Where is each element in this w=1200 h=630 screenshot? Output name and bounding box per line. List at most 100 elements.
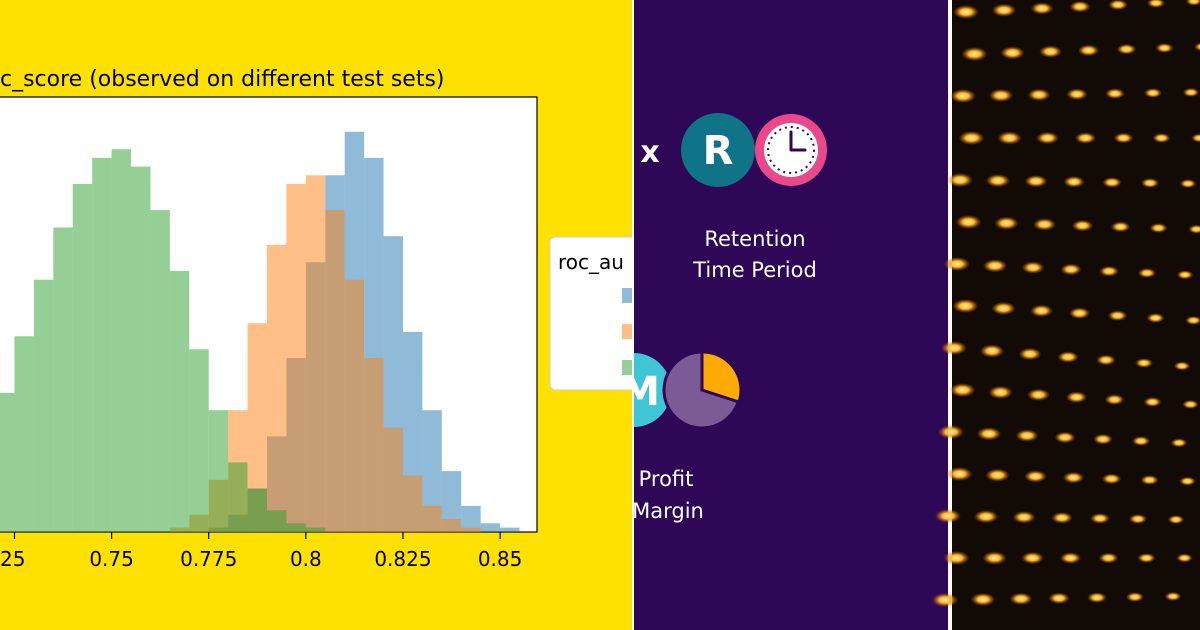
light-dot bbox=[949, 383, 976, 397]
light-dot bbox=[953, 5, 979, 19]
light-dot bbox=[1018, 347, 1042, 361]
light-dot bbox=[988, 385, 1013, 399]
x-tick-label: 0.85 bbox=[478, 547, 523, 571]
light-dot bbox=[1146, 313, 1165, 323]
light-dot bbox=[1176, 553, 1193, 563]
light-dot bbox=[946, 467, 973, 481]
divider bbox=[948, 0, 952, 630]
light-dot bbox=[1033, 218, 1056, 231]
x-tick-label: 0.825 bbox=[374, 547, 431, 571]
light-dot bbox=[1191, 133, 1200, 143]
multiplier: x bbox=[640, 135, 659, 170]
light-dot bbox=[1021, 551, 1044, 565]
light-dot bbox=[1182, 399, 1199, 409]
light-dot bbox=[1167, 515, 1185, 525]
light-dot bbox=[1054, 431, 1076, 444]
bar bbox=[169, 271, 190, 532]
light-dot bbox=[952, 299, 979, 313]
light-dot bbox=[982, 551, 1007, 565]
bar bbox=[461, 505, 481, 532]
light-dot bbox=[1173, 361, 1191, 371]
bar bbox=[33, 279, 54, 532]
bar bbox=[402, 475, 423, 532]
legend-title: roc_au bbox=[558, 250, 624, 274]
light-dot bbox=[982, 259, 1008, 273]
light-dot bbox=[1185, 315, 1200, 325]
x-tick-label: 25 bbox=[0, 547, 25, 571]
legend-swatch bbox=[622, 288, 632, 303]
legend-box bbox=[549, 236, 632, 391]
light-dot bbox=[1027, 88, 1051, 101]
light-dot bbox=[1024, 175, 1048, 188]
light-dot bbox=[1030, 304, 1053, 317]
light-dot bbox=[973, 510, 999, 524]
light-dot bbox=[1012, 511, 1036, 524]
light-dot bbox=[991, 3, 1017, 17]
bar bbox=[131, 166, 151, 532]
light-dot bbox=[935, 509, 961, 523]
light-dot bbox=[979, 344, 1005, 358]
light-dot bbox=[994, 216, 1019, 230]
light-dot bbox=[1096, 354, 1116, 366]
light-dot bbox=[1062, 471, 1085, 484]
light-dot bbox=[1024, 470, 1047, 483]
bar bbox=[383, 427, 403, 532]
light-dot bbox=[1051, 512, 1073, 524]
clock-hands bbox=[789, 130, 807, 152]
light-dot bbox=[932, 593, 958, 607]
light-dot bbox=[1068, 307, 1091, 319]
light-dot bbox=[985, 468, 1010, 482]
light-dot bbox=[938, 425, 964, 439]
light-dot bbox=[997, 131, 1022, 145]
light-dot bbox=[1090, 513, 1110, 524]
retention-circle bbox=[681, 113, 755, 187]
chart-title: c_score (observed on different test sets… bbox=[0, 67, 445, 92]
light-dot bbox=[1137, 553, 1156, 563]
bar bbox=[364, 358, 384, 532]
x-tick-label: 0.75 bbox=[89, 547, 134, 571]
light-dot bbox=[1104, 394, 1125, 405]
light-dot bbox=[1143, 397, 1162, 407]
bar bbox=[305, 175, 326, 533]
light-dot bbox=[1101, 473, 1122, 485]
bar bbox=[53, 227, 73, 532]
light-dot bbox=[1021, 261, 1045, 274]
margin-label: Margin bbox=[632, 499, 704, 523]
light-dot bbox=[1087, 592, 1107, 603]
light-dot bbox=[1140, 178, 1160, 188]
light-dot bbox=[1152, 133, 1171, 143]
light-dot bbox=[961, 47, 988, 61]
light-dot bbox=[1143, 88, 1163, 98]
bar bbox=[441, 518, 462, 532]
bar bbox=[305, 527, 326, 532]
light-dot bbox=[1149, 223, 1168, 233]
light-dot bbox=[1071, 219, 1094, 232]
light-dot bbox=[970, 592, 996, 606]
bar bbox=[500, 527, 520, 532]
light-dot bbox=[1105, 88, 1125, 99]
light-dot bbox=[1009, 592, 1033, 605]
bar bbox=[189, 349, 209, 532]
light-dot bbox=[1093, 433, 1113, 445]
retention-label: Retention bbox=[704, 227, 805, 251]
light-dot bbox=[1015, 429, 1039, 442]
light-dot bbox=[1077, 44, 1100, 57]
light-dot bbox=[1036, 131, 1059, 145]
light-dot bbox=[1074, 132, 1097, 144]
light-dot bbox=[944, 257, 970, 271]
light-dot bbox=[1137, 268, 1157, 278]
bar bbox=[72, 184, 93, 532]
divider bbox=[632, 0, 634, 630]
light-dot bbox=[941, 341, 967, 355]
light-dot bbox=[1069, 0, 1091, 13]
light-dot bbox=[1128, 514, 1148, 524]
light-dot bbox=[1108, 0, 1128, 11]
legend-swatch bbox=[622, 324, 632, 339]
x-tick-label: 0.8 bbox=[290, 547, 322, 571]
bar bbox=[267, 510, 287, 532]
light-dot bbox=[1057, 351, 1079, 363]
light-dot bbox=[1059, 552, 1082, 564]
light-dot bbox=[1000, 46, 1025, 60]
